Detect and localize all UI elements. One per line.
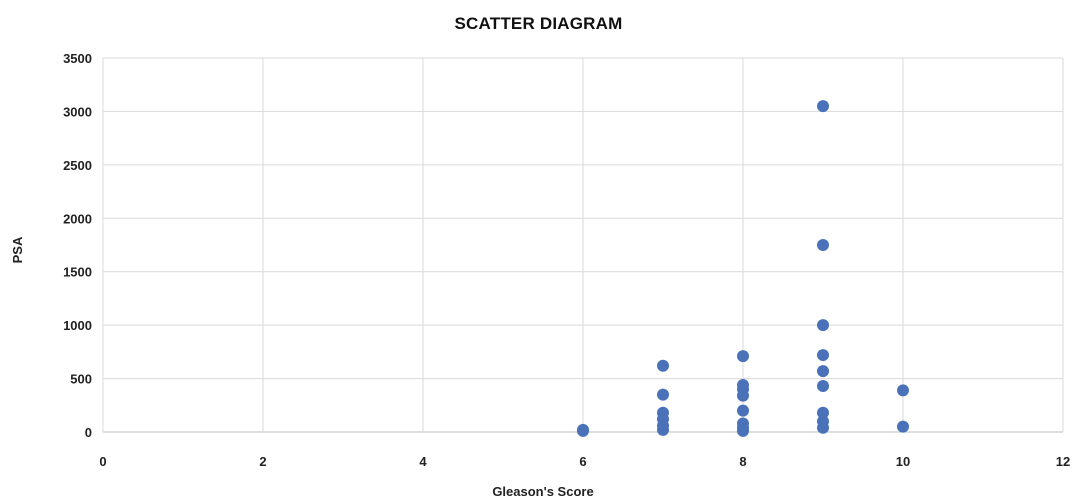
data-point — [897, 384, 909, 397]
data-point — [737, 350, 749, 363]
x-tick-label: 2 — [259, 454, 266, 469]
data-point — [817, 365, 829, 378]
data-point — [817, 100, 829, 113]
y-tick-label: 2500 — [63, 158, 92, 173]
data-point — [737, 424, 749, 437]
data-point — [737, 389, 749, 402]
x-tick-label: 6 — [579, 454, 586, 469]
data-point — [897, 420, 909, 433]
x-tick-label: 4 — [419, 454, 427, 469]
x-axis-label: Gleason's Score — [492, 484, 593, 499]
data-point — [817, 349, 829, 362]
data-point — [817, 406, 829, 419]
data-point — [657, 359, 669, 372]
y-tick-label: 500 — [70, 372, 92, 387]
data-point — [817, 319, 829, 332]
data-points — [577, 100, 909, 437]
y-tick-label: 3000 — [63, 104, 92, 119]
y-tick-label: 0 — [85, 425, 92, 440]
data-point — [657, 388, 669, 401]
data-point — [657, 423, 669, 436]
data-point — [817, 421, 829, 434]
y-tick-label: 1500 — [63, 265, 92, 280]
y-tick-label: 3500 — [63, 51, 92, 66]
x-tick-label: 10 — [896, 454, 910, 469]
data-point — [737, 404, 749, 417]
x-tick-label: 8 — [739, 454, 746, 469]
x-tick-label: 0 — [99, 454, 106, 469]
data-point — [817, 380, 829, 393]
y-tick-label: 2000 — [63, 211, 92, 226]
grid-lines — [102, 57, 1064, 433]
x-tick-label: 12 — [1056, 454, 1070, 469]
y-tick-label: 1000 — [63, 318, 92, 333]
chart-title: SCATTER DIAGRAM — [454, 14, 623, 33]
x-axis-ticks: 0 2 4 6 8 10 12 — [99, 454, 1070, 469]
data-point — [577, 424, 589, 437]
y-axis-label: PSA — [10, 236, 25, 263]
data-point — [817, 239, 829, 251]
y-axis-ticks: 0 500 1000 1500 2000 2500 3000 3500 — [63, 51, 92, 440]
